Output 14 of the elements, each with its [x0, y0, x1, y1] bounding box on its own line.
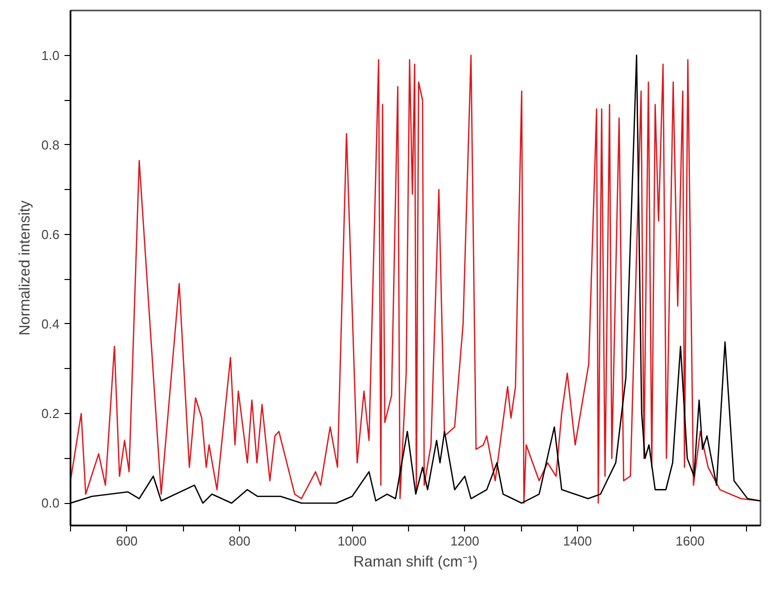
- y-tick-label: 0.0: [41, 496, 60, 511]
- x-tick-label: 1000: [338, 534, 367, 548]
- x-tick-label: 800: [228, 534, 250, 548]
- y-tick-label: 0.4: [41, 316, 60, 332]
- y-tick-label: 0.8: [41, 137, 60, 152]
- y-tick-label: 1.0: [41, 48, 60, 63]
- y-tick-label: 0.2: [41, 406, 60, 422]
- x-tick-label: 1600: [676, 534, 705, 548]
- y-tick-label: 0.6: [41, 226, 60, 242]
- x-tick-label: 1200: [450, 534, 480, 548]
- x-axis-title: Raman shift (cm⁻¹): [353, 554, 478, 570]
- x-tick-label: 600: [116, 534, 138, 548]
- y-axis-title: Normalized intensity: [16, 200, 34, 336]
- x-tick-label: 1400: [562, 534, 592, 548]
